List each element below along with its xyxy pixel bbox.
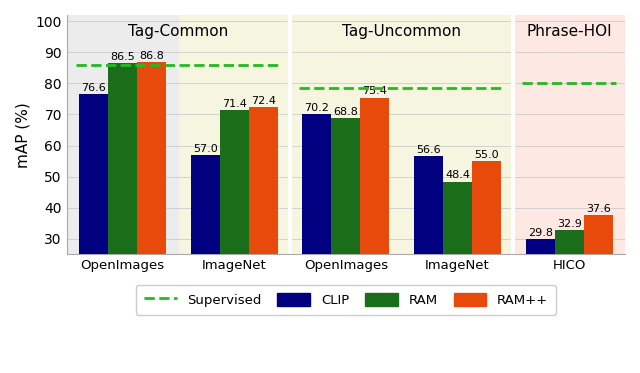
Text: 57.0: 57.0 — [193, 144, 218, 154]
Text: 29.8: 29.8 — [527, 228, 553, 238]
Text: 32.9: 32.9 — [557, 219, 582, 229]
Text: Phrase-HOI: Phrase-HOI — [526, 24, 612, 39]
Bar — [555, 230, 584, 332]
Bar — [67, 15, 290, 254]
Text: 48.4: 48.4 — [445, 170, 470, 181]
Text: 75.4: 75.4 — [362, 87, 387, 97]
Bar — [584, 215, 612, 332]
Text: 86.5: 86.5 — [110, 52, 135, 62]
Bar — [332, 118, 360, 332]
Bar — [79, 94, 108, 332]
Bar — [302, 114, 332, 332]
Bar — [290, 15, 513, 254]
Text: 68.8: 68.8 — [333, 107, 358, 117]
Bar — [137, 62, 166, 332]
Text: 76.6: 76.6 — [81, 83, 106, 93]
Text: 56.6: 56.6 — [416, 145, 441, 155]
Bar — [360, 98, 389, 332]
Text: 71.4: 71.4 — [222, 99, 246, 109]
Bar — [513, 15, 625, 254]
Y-axis label: mAP (%): mAP (%) — [15, 102, 30, 167]
Bar — [472, 161, 501, 332]
Bar — [67, 15, 179, 254]
Text: 55.0: 55.0 — [474, 150, 499, 160]
Bar — [191, 155, 220, 332]
Bar — [443, 182, 472, 332]
Bar — [220, 110, 249, 332]
Text: Tag-Common: Tag-Common — [128, 24, 228, 39]
Bar — [414, 156, 443, 332]
Text: Tag-Uncommon: Tag-Uncommon — [342, 24, 461, 39]
Text: 37.6: 37.6 — [586, 204, 611, 214]
Bar — [249, 107, 278, 332]
Text: 72.4: 72.4 — [251, 96, 276, 106]
Bar — [525, 239, 555, 332]
Text: 86.8: 86.8 — [140, 51, 164, 61]
Legend: Supervised, CLIP, RAM, RAM++: Supervised, CLIP, RAM, RAM++ — [136, 285, 556, 315]
Text: 70.2: 70.2 — [305, 103, 330, 113]
Bar — [108, 63, 137, 332]
